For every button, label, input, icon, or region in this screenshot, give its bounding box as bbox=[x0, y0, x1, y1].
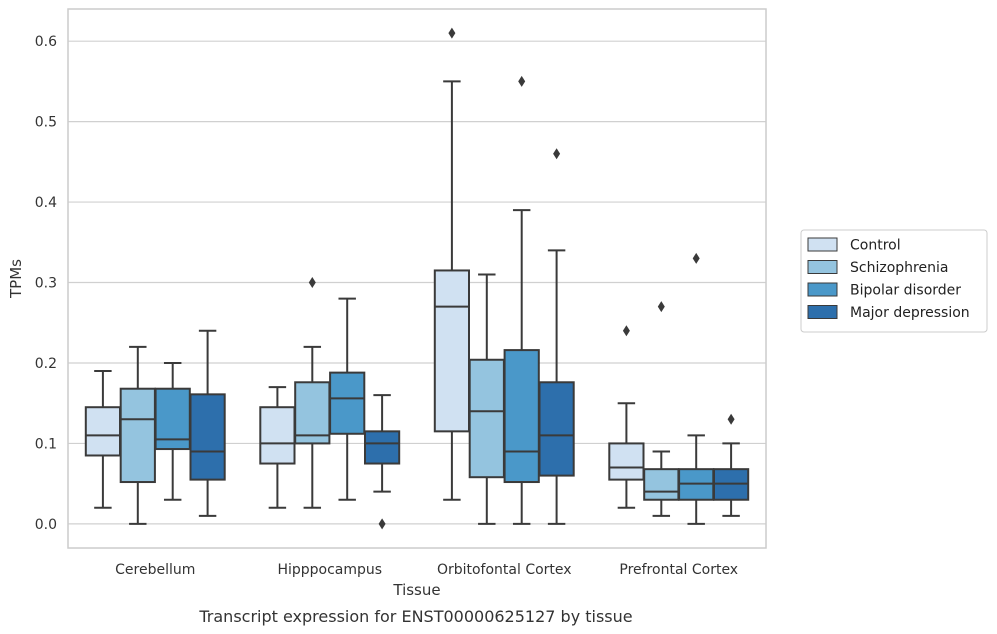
box bbox=[259, 406, 296, 465]
y-tick-label: 0.4 bbox=[35, 195, 57, 211]
box-group bbox=[712, 413, 750, 517]
box-group bbox=[433, 27, 471, 501]
box-group bbox=[503, 75, 540, 525]
plot-frame bbox=[67, 8, 767, 549]
x-axis-title: Tissue bbox=[392, 581, 440, 599]
y-tick-label: 0.6 bbox=[35, 34, 57, 50]
box bbox=[329, 371, 366, 435]
legend-label: Bipolar disorder bbox=[850, 283, 961, 299]
series-major-depression bbox=[189, 148, 750, 530]
y-tick-label: 0.0 bbox=[35, 517, 57, 533]
box-group bbox=[538, 148, 575, 525]
y-tick-label: 0.1 bbox=[35, 436, 57, 452]
y-tick-label: 0.2 bbox=[35, 356, 57, 372]
box bbox=[468, 358, 505, 479]
box bbox=[119, 387, 156, 484]
box-group bbox=[329, 297, 366, 501]
y-axis-ticks: 0.0 0.1 0.2 0.3 0.4 0.5 0.6 bbox=[35, 34, 57, 533]
y-axis-title: TPMs bbox=[7, 259, 25, 299]
outlier-point bbox=[448, 27, 456, 39]
box bbox=[643, 468, 680, 501]
box bbox=[84, 406, 122, 457]
outlier-point bbox=[518, 75, 526, 87]
legend: Control Schizophrenia Bipolar disorder Majo… bbox=[800, 229, 988, 333]
series-control bbox=[84, 27, 645, 509]
outlier-point bbox=[553, 148, 561, 160]
outlier-point bbox=[378, 518, 386, 530]
outlier-point bbox=[657, 301, 665, 313]
box bbox=[538, 381, 575, 477]
box-group bbox=[678, 252, 715, 525]
outlier-point bbox=[308, 277, 316, 289]
box-group bbox=[189, 329, 226, 517]
series-bipolar-disorder bbox=[154, 75, 715, 525]
box-group bbox=[468, 273, 505, 525]
legend-label: Major depression bbox=[850, 305, 970, 321]
y-tick-label: 0.3 bbox=[35, 276, 57, 292]
box-group bbox=[119, 345, 156, 525]
legend-items: Control Schizophrenia Bipolar disorder Majo… bbox=[807, 237, 970, 321]
legend-label: Schizophrenia bbox=[850, 260, 948, 276]
x-tick-label: Cerebellum bbox=[115, 562, 195, 578]
x-tick-label: Prefrontal Cortex bbox=[619, 562, 738, 578]
y-tick-label: 0.5 bbox=[35, 115, 57, 131]
legend-swatch bbox=[807, 237, 838, 252]
legend-swatch bbox=[807, 260, 838, 274]
box-series bbox=[84, 27, 750, 530]
box-group bbox=[84, 370, 122, 509]
series-schizophrenia bbox=[119, 273, 680, 525]
box-group bbox=[294, 277, 331, 509]
box-group bbox=[154, 361, 191, 501]
box-group bbox=[259, 386, 296, 509]
box bbox=[433, 269, 471, 433]
box bbox=[294, 381, 331, 445]
legend-frame bbox=[800, 229, 988, 333]
box bbox=[189, 393, 226, 481]
x-tick-label: Hipppocampus bbox=[277, 562, 382, 578]
outlier-point bbox=[622, 325, 630, 337]
box-group bbox=[608, 325, 645, 509]
box-group bbox=[643, 301, 680, 517]
outlier-point bbox=[692, 252, 700, 264]
outlier-point bbox=[727, 413, 735, 425]
box-group bbox=[363, 394, 401, 530]
x-axis-category-labels: Cerebellum Hipppocampus Orbitofontal Corte… bbox=[115, 562, 738, 578]
legend-label: Control bbox=[850, 238, 901, 254]
box bbox=[363, 430, 401, 465]
x-tick-label: Orbitofontal Cortex bbox=[437, 562, 572, 578]
legend-swatch bbox=[807, 282, 838, 297]
figure-caption: Transcript expression for ENST0000062512… bbox=[198, 607, 632, 626]
legend-swatch bbox=[807, 305, 838, 319]
box bbox=[608, 442, 645, 481]
box bbox=[503, 349, 540, 484]
